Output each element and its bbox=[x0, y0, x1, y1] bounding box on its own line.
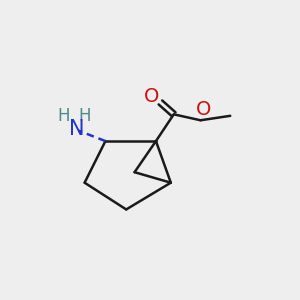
Text: H: H bbox=[58, 107, 70, 125]
Text: N: N bbox=[69, 119, 85, 139]
Text: O: O bbox=[144, 87, 159, 106]
Text: H: H bbox=[78, 107, 91, 125]
Text: O: O bbox=[196, 100, 211, 119]
